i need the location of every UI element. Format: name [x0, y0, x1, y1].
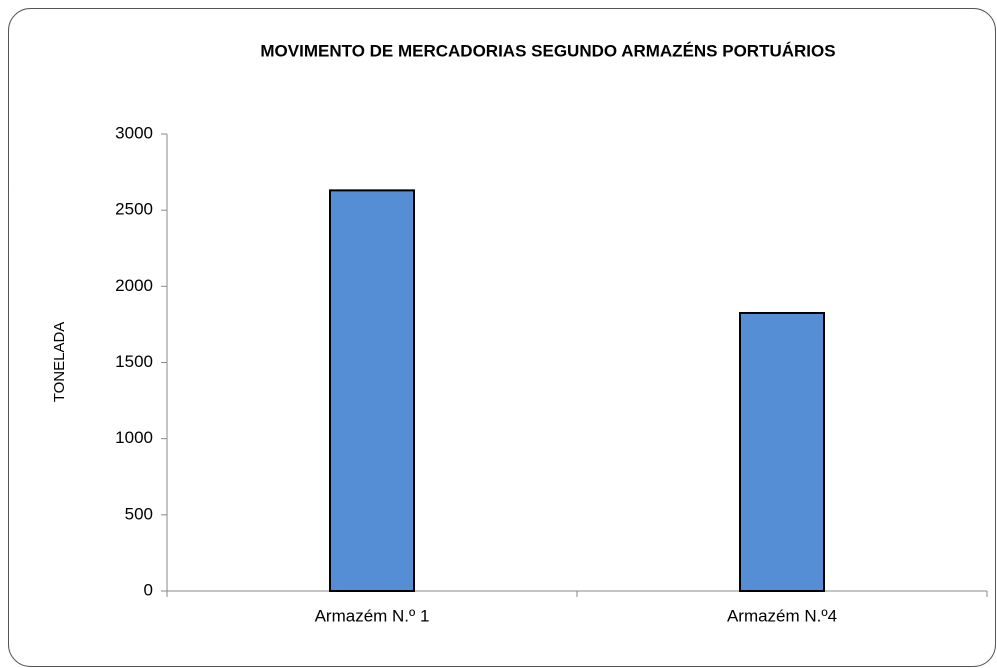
y-tick-label: 0 — [144, 580, 153, 599]
x-tick-label: Armazém N.º 1 — [315, 606, 430, 625]
y-tick-label: 2000 — [115, 276, 153, 295]
y-axis-label: TONELADA — [51, 322, 68, 403]
chart-title: MOVIMENTO DE MERCADORIAS SEGUNDO ARMAZÉN… — [260, 41, 835, 60]
y-tick-label: 2500 — [115, 200, 153, 219]
bar — [329, 189, 415, 592]
y-tick-label: 3000 — [115, 123, 153, 142]
y-tick-label: 1500 — [115, 352, 153, 371]
bar — [739, 311, 825, 592]
chart-frame — [8, 8, 996, 667]
y-tick-label: 1000 — [115, 428, 153, 447]
x-tick-label: Armazém N.º4 — [727, 606, 837, 625]
y-tick-label: 500 — [125, 504, 153, 523]
